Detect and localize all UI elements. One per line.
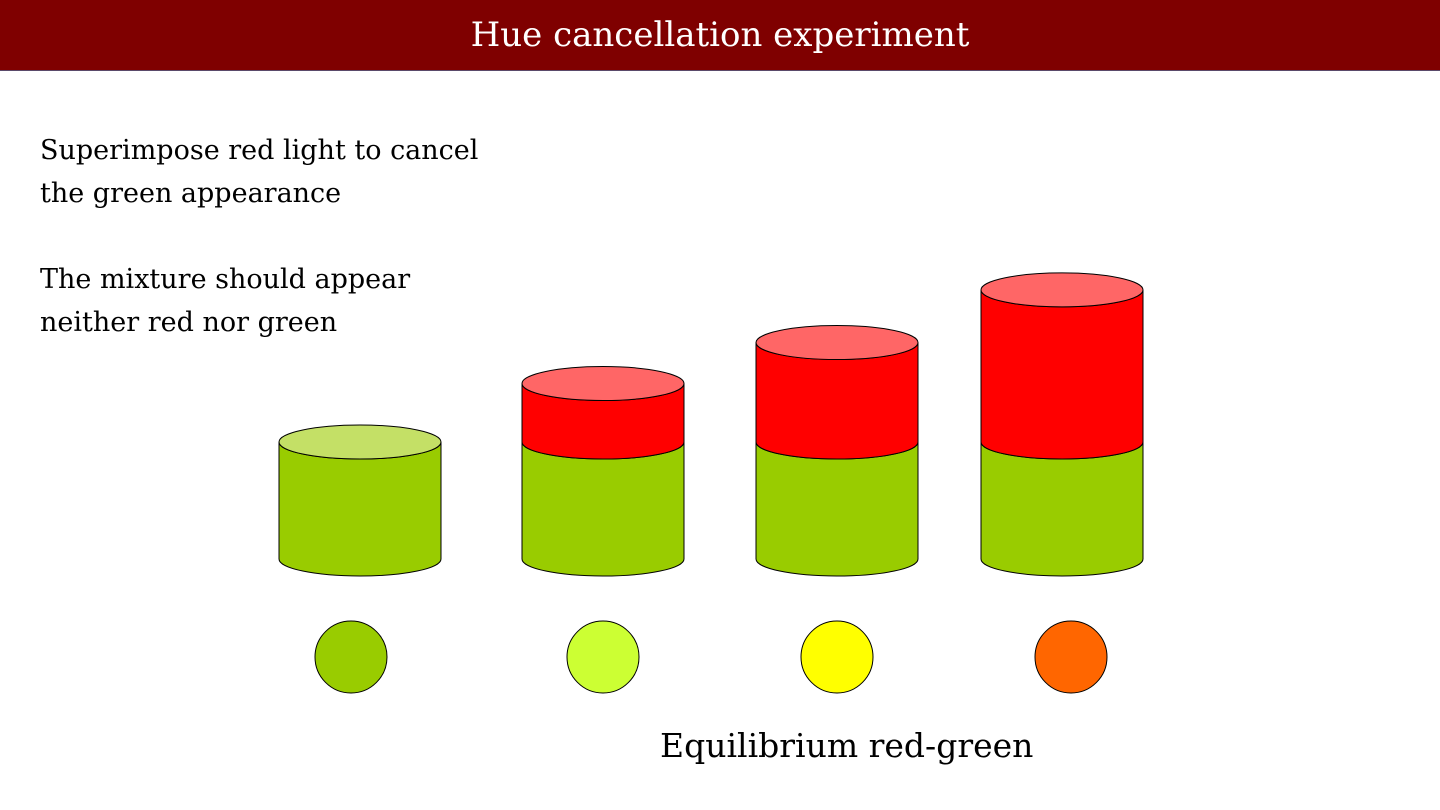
cylinder-top — [755, 325, 919, 361]
cylinder-2 — [521, 366, 685, 577]
instruction-line: the green appearance — [40, 178, 342, 209]
swatch-green — [314, 620, 388, 694]
swatch-yellow-green — [566, 620, 640, 694]
cylinder-4 — [980, 272, 1144, 577]
swatch-yellow — [800, 620, 874, 694]
cylinder-1 — [278, 424, 442, 577]
green-segment — [980, 441, 1144, 577]
swatch-orange — [1034, 620, 1108, 694]
cylinder-3 — [755, 325, 919, 577]
instruction-line: The mixture should appear — [40, 264, 411, 295]
diagram-caption: Equilibrium red-green — [660, 726, 1034, 765]
green-segment — [755, 441, 919, 577]
instruction-paragraph-1: Superimpose red light to cancel the gree… — [40, 129, 500, 215]
cylinder-top — [278, 424, 442, 460]
green-segment — [278, 441, 442, 577]
instruction-line: Superimpose red light to cancel — [40, 135, 479, 166]
cylinder-top — [980, 272, 1144, 308]
title-bar: Hue cancellation experiment — [0, 0, 1440, 71]
green-segment — [521, 441, 685, 577]
red-segment — [980, 289, 1144, 460]
instruction-line: neither red nor green — [40, 307, 338, 338]
instruction-paragraph-2: The mixture should appear neither red no… — [40, 258, 500, 344]
cylinder-top — [521, 366, 685, 401]
slide-title: Hue cancellation experiment — [470, 15, 970, 55]
